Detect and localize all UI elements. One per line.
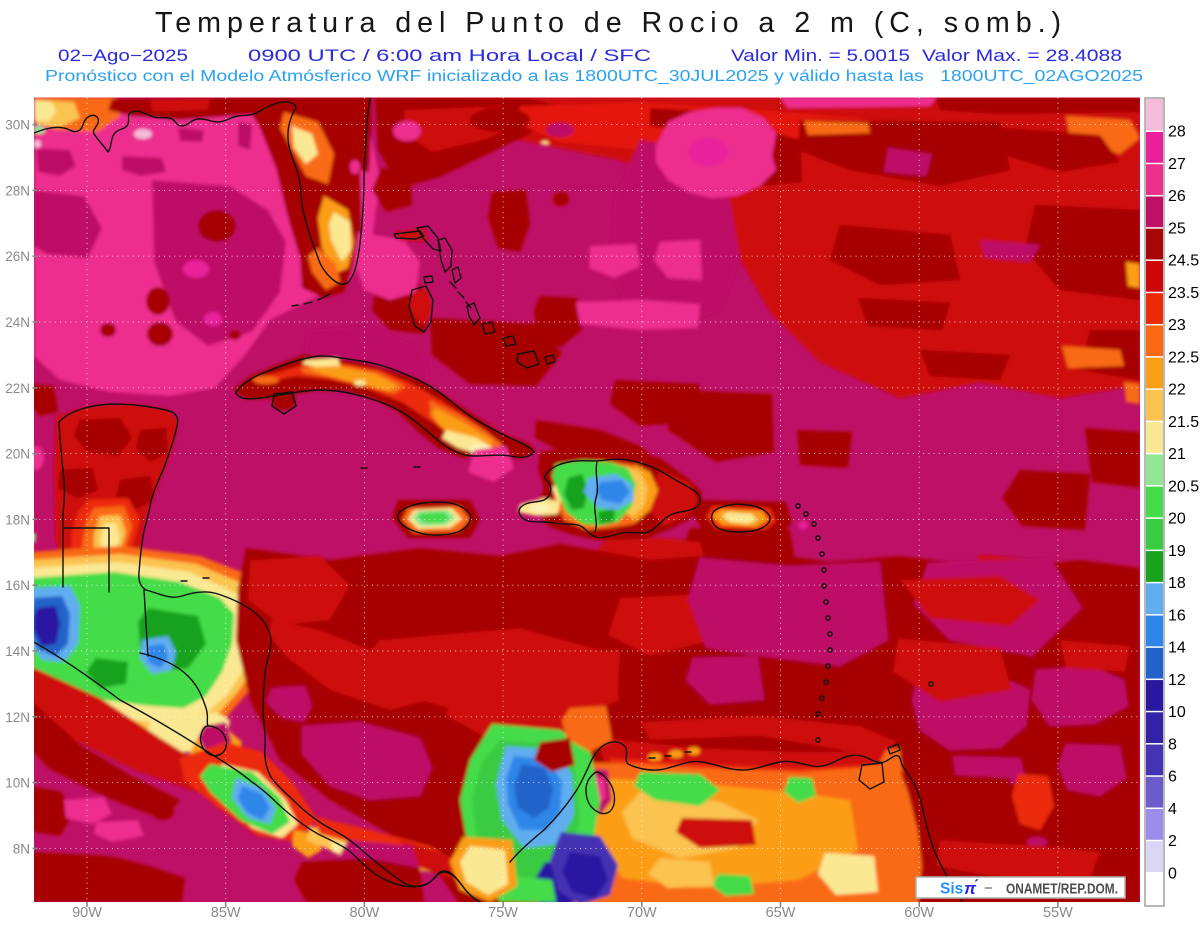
svg-text:22.5: 22.5 (1168, 349, 1199, 366)
svg-text:Sis: Sis (940, 881, 963, 898)
svg-text:22N: 22N (5, 381, 30, 396)
svg-text:π́: π́ (964, 878, 979, 898)
svg-text:70W: 70W (627, 905, 657, 921)
svg-text:18: 18 (1168, 575, 1186, 592)
svg-text:60W: 60W (904, 905, 934, 921)
svg-text:02−Ago−2025: 02−Ago−2025 (58, 47, 188, 65)
svg-text:10: 10 (1168, 704, 1186, 721)
svg-text:22: 22 (1168, 382, 1186, 399)
svg-text:23.5: 23.5 (1168, 285, 1199, 302)
svg-text:75W: 75W (488, 905, 518, 921)
svg-text:19: 19 (1168, 543, 1186, 560)
svg-text:65W: 65W (766, 905, 796, 921)
svg-text:85W: 85W (211, 905, 241, 921)
svg-text:Valor Min. = 5.0015: Valor Min. = 5.0015 (731, 47, 910, 65)
svg-text:14N: 14N (5, 644, 30, 659)
svg-text:−: − (984, 880, 993, 897)
svg-text:23: 23 (1168, 317, 1186, 334)
svg-text:0900 UTC / 6:00 am Hora Local: 0900 UTC / 6:00 am Hora Local / SFC (248, 47, 651, 65)
svg-text:10N: 10N (5, 776, 30, 791)
svg-text:16N: 16N (5, 578, 30, 593)
svg-text:0: 0 (1168, 865, 1177, 882)
svg-text:25: 25 (1168, 220, 1186, 237)
svg-text:20N: 20N (5, 447, 30, 462)
svg-text:26N: 26N (5, 249, 30, 264)
svg-text:24N: 24N (5, 315, 30, 330)
svg-text:ONAMET/REP.DOM.: ONAMET/REP.DOM. (1006, 881, 1118, 898)
svg-text:2: 2 (1168, 833, 1177, 850)
svg-text:4: 4 (1168, 801, 1177, 818)
svg-text:21.5: 21.5 (1168, 414, 1199, 431)
svg-text:8N: 8N (13, 841, 30, 856)
svg-text:28: 28 (1168, 124, 1186, 141)
svg-text:Valor Max. = 28.4088: Valor Max. = 28.4088 (922, 47, 1122, 65)
svg-text:Pronóstico con el Modelo Atmós: Pronóstico con el Modelo Atmósferico WRF… (45, 68, 1143, 85)
svg-text:14: 14 (1168, 640, 1186, 657)
svg-text:16: 16 (1168, 607, 1186, 624)
svg-text:30N: 30N (5, 118, 30, 133)
svg-text:Temperatura del Punto de Rocio: Temperatura del Punto de Rocio a 2 m (C,… (155, 7, 1067, 39)
svg-text:24.5: 24.5 (1168, 253, 1199, 270)
svg-text:8: 8 (1168, 736, 1177, 753)
svg-text:55W: 55W (1043, 905, 1073, 921)
svg-text:18N: 18N (5, 512, 30, 527)
svg-text:21: 21 (1168, 446, 1186, 463)
svg-text:20.5: 20.5 (1168, 478, 1199, 495)
svg-text:90W: 90W (72, 905, 102, 921)
svg-text:12N: 12N (5, 710, 30, 725)
svg-text:20: 20 (1168, 511, 1186, 528)
svg-text:27: 27 (1168, 156, 1186, 173)
svg-text:12: 12 (1168, 672, 1186, 689)
svg-text:28N: 28N (5, 183, 30, 198)
svg-text:80W: 80W (349, 905, 379, 921)
svg-text:26: 26 (1168, 188, 1186, 205)
svg-text:6: 6 (1168, 769, 1177, 786)
